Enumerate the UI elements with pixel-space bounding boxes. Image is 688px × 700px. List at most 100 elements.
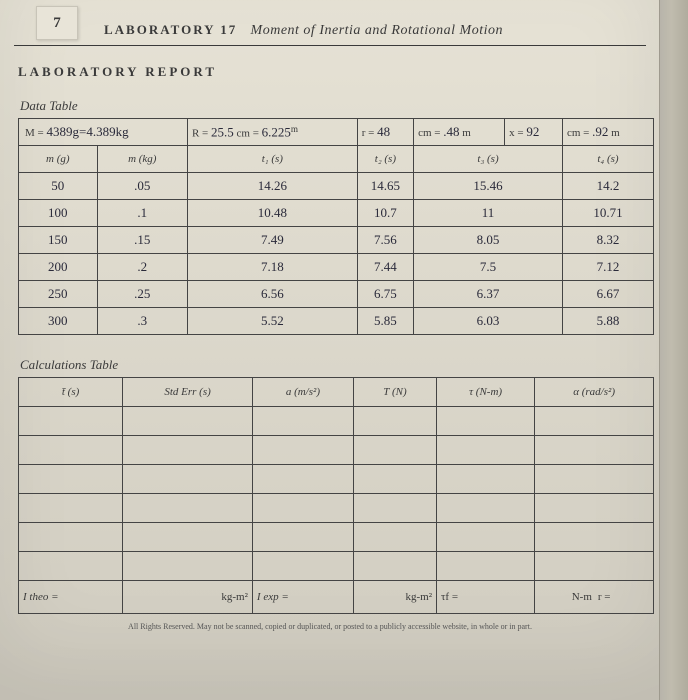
- x-unit1: cm =: [567, 127, 589, 139]
- calculations-table: t̄ (s) Std Err (s) a (m/s²) T (N) τ (N-m…: [18, 377, 654, 614]
- lab-number: LABORATORY 17: [104, 22, 237, 37]
- col-tau: τ (N-m): [437, 378, 535, 407]
- data-cell: 7.49: [187, 227, 357, 254]
- r-unit1: cm =: [418, 127, 440, 139]
- data-cell: 7.56: [357, 227, 413, 254]
- col-T: T (N): [353, 378, 436, 407]
- data-cell: .05: [97, 173, 187, 200]
- worksheet-page: 7 LABORATORY 17 Moment of Inertia and Ro…: [0, 0, 660, 700]
- data-cell: .2: [97, 254, 187, 281]
- lab-title: Moment of Inertia and Rotational Motion: [251, 23, 503, 38]
- I-exp-label: I exp =: [257, 591, 289, 603]
- data-cell: 7.18: [187, 254, 357, 281]
- calc-row: [19, 436, 654, 465]
- data-cell: 14.26: [187, 173, 357, 200]
- calc-row: [19, 407, 654, 436]
- data-row: 200.27.187.447.57.12: [19, 254, 654, 281]
- data-row: 250.256.566.756.376.67: [19, 281, 654, 308]
- data-cell: 6.03: [414, 308, 563, 335]
- data-cell: 8.05: [414, 227, 563, 254]
- report-title: LABORATORY REPORT: [18, 64, 646, 80]
- col-t3: t₃ (s): [414, 146, 563, 173]
- data-cell: 100: [19, 200, 98, 227]
- page-edge: [659, 0, 688, 700]
- col-mg: m (g): [19, 146, 98, 173]
- R-m: 6.225: [262, 124, 291, 139]
- col-alpha: α (rad/s²): [535, 378, 654, 407]
- data-table-label: Data Table: [20, 98, 646, 114]
- col-mkg: m (kg): [97, 146, 187, 173]
- col-stderr: Std Err (s): [123, 378, 253, 407]
- header-rule: [14, 45, 646, 46]
- col-tbar: t̄ (s): [19, 378, 123, 407]
- data-cell: 150: [19, 227, 98, 254]
- data-cell: 5.85: [357, 308, 413, 335]
- R-unit1: cm =: [237, 127, 259, 139]
- results-row: I theo = kg-m² I exp = kg-m² τf = N-m r …: [19, 581, 654, 614]
- col-a: a (m/s²): [252, 378, 353, 407]
- data-cell: 10.7: [357, 200, 413, 227]
- col-t1: t₁ (s): [187, 146, 357, 173]
- calc-row: [19, 494, 654, 523]
- data-header-row: m (g) m (kg) t₁ (s) t₂ (s) t₃ (s) t₄ (s): [19, 146, 654, 173]
- r-eq-label: r =: [598, 591, 611, 603]
- data-cell: .15: [97, 227, 187, 254]
- kgm2-b: kg-m²: [353, 581, 436, 614]
- x-cm: 92: [526, 124, 539, 139]
- r-cm: 48: [377, 124, 390, 139]
- data-cell: 11: [414, 200, 563, 227]
- data-cell: 15.46: [414, 173, 563, 200]
- I-theo-label: I theo =: [23, 591, 59, 603]
- data-cell: 200: [19, 254, 98, 281]
- x-label: x =: [509, 127, 523, 139]
- r-unit2: m: [462, 127, 471, 139]
- data-cell: 14.65: [357, 173, 413, 200]
- data-row: 50.0514.2614.6515.4614.2: [19, 173, 654, 200]
- data-cell: .3: [97, 308, 187, 335]
- copyright-text: All Rights Reserved. May not be scanned,…: [14, 622, 646, 631]
- calc-header-row: t̄ (s) Std Err (s) a (m/s²) T (N) τ (N-m…: [19, 378, 654, 407]
- M-value: 4389g=4.389kg: [46, 124, 128, 139]
- data-cell: 7.5: [414, 254, 563, 281]
- M-label: M =: [25, 127, 44, 139]
- col-t2: t₂ (s): [357, 146, 413, 173]
- data-row: 100.110.4810.71110.71: [19, 200, 654, 227]
- kgm2-a: kg-m²: [123, 581, 253, 614]
- calc-row: [19, 552, 654, 581]
- data-cell: 6.67: [562, 281, 653, 308]
- data-row: 150.157.497.568.058.32: [19, 227, 654, 254]
- data-cell: 5.52: [187, 308, 357, 335]
- data-cell: 6.37: [414, 281, 563, 308]
- constants-row: M = 4389g=4.389kg R = 25.5 cm = 6.225 m r…: [19, 119, 654, 146]
- r-m: .48: [443, 124, 459, 139]
- data-cell: 5.88: [562, 308, 653, 335]
- data-cell: 250: [19, 281, 98, 308]
- data-cell: 6.56: [187, 281, 357, 308]
- x-unit2: m: [611, 127, 620, 139]
- x-m: .92: [592, 124, 608, 139]
- data-cell: .1: [97, 200, 187, 227]
- data-cell: 300: [19, 308, 98, 335]
- data-cell: 6.75: [357, 281, 413, 308]
- data-cell: .25: [97, 281, 187, 308]
- data-cell: 50: [19, 173, 98, 200]
- data-cell: 7.12: [562, 254, 653, 281]
- data-cell: 10.48: [187, 200, 357, 227]
- data-cell: 8.32: [562, 227, 653, 254]
- R-label: R =: [192, 127, 208, 139]
- lab-header: LABORATORY 17 Moment of Inertia and Rota…: [104, 22, 646, 39]
- data-row: 300.35.525.856.035.88: [19, 308, 654, 335]
- R-cm: 25.5: [211, 124, 234, 139]
- col-t4: t₄ (s): [562, 146, 653, 173]
- chapter-tab: 7: [36, 6, 78, 40]
- data-cell: 10.71: [562, 200, 653, 227]
- calc-row: [19, 465, 654, 494]
- tf-label: τf =: [437, 581, 535, 614]
- data-cell: 7.44: [357, 254, 413, 281]
- Nm-label: N-m: [539, 591, 598, 603]
- r-label: r =: [362, 127, 375, 139]
- data-cell: 14.2: [562, 173, 653, 200]
- data-table: M = 4389g=4.389kg R = 25.5 cm = 6.225 m r…: [18, 118, 654, 335]
- calc-table-label: Calculations Table: [20, 357, 646, 373]
- calc-row: [19, 523, 654, 552]
